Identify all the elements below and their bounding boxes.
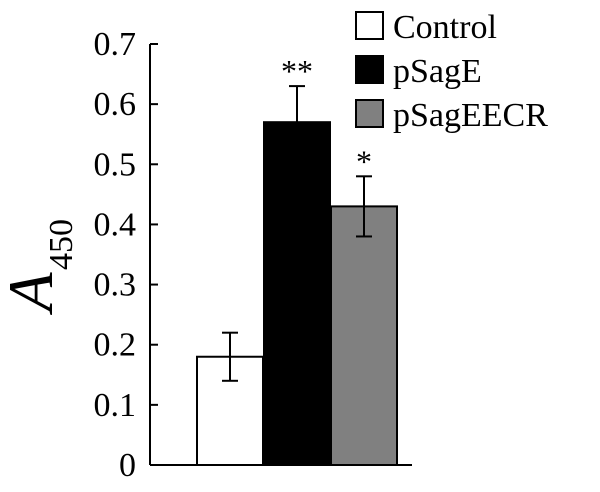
y-axis-label-subscript: 450 [43,219,80,270]
y-tick-label: 0.4 [94,206,137,243]
legend-swatch [355,11,384,40]
bar-psageecr [330,205,398,466]
y-axis-label-main: A [0,272,66,316]
legend-swatch [355,55,384,84]
y-tick-label: 0.6 [94,86,137,123]
y-tick-label: 0.7 [94,26,137,63]
legend-label: pSagE [393,53,482,90]
legend-swatch [355,99,384,128]
y-axis-label: A 450 [0,219,80,316]
legend: Control pSagE pSagEECR [355,9,548,134]
y-tick-label: 0.5 [94,146,137,183]
bar-psage [263,121,331,467]
y-tick-label: 0 [119,447,136,484]
y-ticks: 0 0.1 0.2 0.3 0.4 0.5 0.6 0.7 [94,26,158,484]
significance-markers: *** [281,53,372,179]
y-tick-label: 0.1 [94,387,137,424]
y-tick-label: 0.3 [94,267,137,304]
significance-label: ** [281,53,313,89]
legend-label: Control [393,9,497,46]
error-bars [222,85,372,382]
legend-label: pSagEECR [393,97,548,134]
y-tick-label: 0.2 [94,327,137,364]
significance-label: * [356,143,372,179]
